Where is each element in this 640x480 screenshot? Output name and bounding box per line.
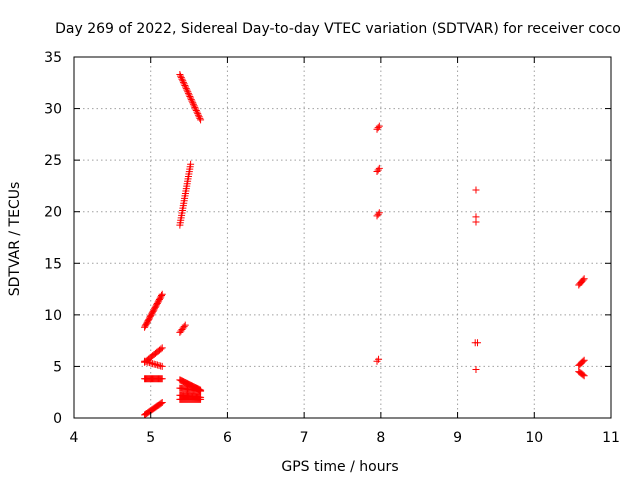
data-point-20-5	[580, 275, 588, 283]
x-tick-label-8: 8	[376, 430, 385, 446]
data-point-0-8	[182, 83, 190, 91]
y-tick-label-25: 25	[44, 153, 62, 169]
data-point-0-12	[184, 89, 192, 97]
y-tick-label-0: 0	[53, 411, 62, 427]
data-point-0-9	[182, 85, 190, 93]
data-point-0-5	[179, 78, 187, 86]
data-point-0-2	[177, 74, 185, 82]
data-point-0-7	[181, 81, 189, 89]
x-tick-label-5: 5	[146, 430, 155, 446]
data-point-4-12	[157, 345, 165, 353]
data-point-0-13	[185, 91, 193, 99]
data-point-4-13	[158, 344, 166, 352]
data-point-22-5	[580, 372, 588, 380]
data-point-11-16	[157, 399, 165, 407]
data-point-3-5	[181, 321, 189, 329]
data-point-16-0	[472, 186, 480, 194]
x-tick-label-11: 11	[602, 430, 620, 446]
data-point-0-22	[192, 105, 200, 113]
data-point-0-21	[191, 103, 199, 111]
x-tick-label-4: 4	[70, 430, 79, 446]
data-point-0-29	[197, 116, 205, 124]
y-tick-label-10: 10	[44, 308, 62, 324]
tick-labels: 4 5 6 7 8 9 10 11 0 5 10 15 20 25 30 35	[44, 50, 620, 446]
data-point-2-24	[158, 292, 166, 300]
data-point-17-1	[472, 213, 480, 221]
data-point-0-19	[189, 100, 197, 108]
data-point-8-19	[197, 387, 205, 395]
plot-frame	[73, 56, 612, 419]
data-point-22-4	[579, 371, 587, 379]
axes	[73, 56, 612, 419]
data-point-3-4	[180, 323, 188, 331]
x-tick-label-10: 10	[525, 430, 543, 446]
x-axis-label: GPS time / hours	[281, 459, 398, 475]
data-point-13-1	[374, 166, 382, 174]
data-point-0-10	[183, 86, 191, 94]
data-point-14-2	[375, 209, 383, 217]
data-point-0-1	[177, 72, 185, 80]
data-points	[141, 71, 588, 419]
data-point-0-15	[187, 94, 195, 102]
data-point-0-11	[184, 88, 192, 96]
x-tick-label-7: 7	[300, 430, 309, 446]
data-point-0-27	[195, 113, 203, 121]
data-point-0-4	[179, 77, 187, 85]
data-point-20-4	[579, 276, 587, 284]
data-point-0-6	[180, 80, 188, 88]
data-point-13-2	[375, 164, 383, 172]
y-tick-label-5: 5	[53, 359, 62, 375]
data-point-0-24	[193, 108, 201, 116]
data-point-10-21	[197, 395, 205, 403]
x-tick-label-9: 9	[453, 430, 462, 446]
data-point-11-17	[158, 399, 166, 407]
data-point-0-28	[196, 114, 204, 122]
chart-title: Day 269 of 2022, Sidereal Day-to-day VTE…	[55, 21, 621, 37]
data-point-5-11	[158, 362, 166, 370]
data-point-0-18	[189, 99, 197, 107]
y-tick-label-15: 15	[44, 256, 62, 272]
data-point-0-23	[192, 107, 200, 115]
data-point-0-14	[186, 92, 194, 100]
data-point-0-16	[187, 96, 195, 104]
y-tick-label-20: 20	[44, 205, 62, 221]
data-point-1-25	[187, 160, 195, 168]
data-point-0-25	[194, 110, 202, 118]
y-axis-label: SDTVAR / TECUs	[7, 182, 23, 297]
data-point-12-1	[374, 124, 382, 132]
data-point-21-5	[580, 356, 588, 364]
data-point-0-20	[190, 102, 198, 110]
x-tick-label-6: 6	[223, 430, 232, 446]
data-point-0-17	[188, 97, 196, 105]
y-tick-label-30: 30	[44, 102, 62, 118]
data-point-14-1	[374, 210, 382, 218]
data-point-12-2	[375, 122, 383, 130]
data-point-0-26	[194, 111, 202, 119]
data-point-21-4	[579, 357, 587, 365]
y-tick-label-35: 35	[44, 50, 62, 66]
data-point-19-0	[472, 366, 480, 374]
data-point-0-3	[178, 75, 186, 83]
data-point-2-25	[158, 290, 166, 298]
data-point-18-1	[474, 339, 482, 347]
data-point-6-19	[158, 375, 166, 383]
data-point-15-1	[375, 355, 383, 363]
grid-lines	[74, 57, 611, 418]
data-point-0-0	[176, 71, 184, 79]
